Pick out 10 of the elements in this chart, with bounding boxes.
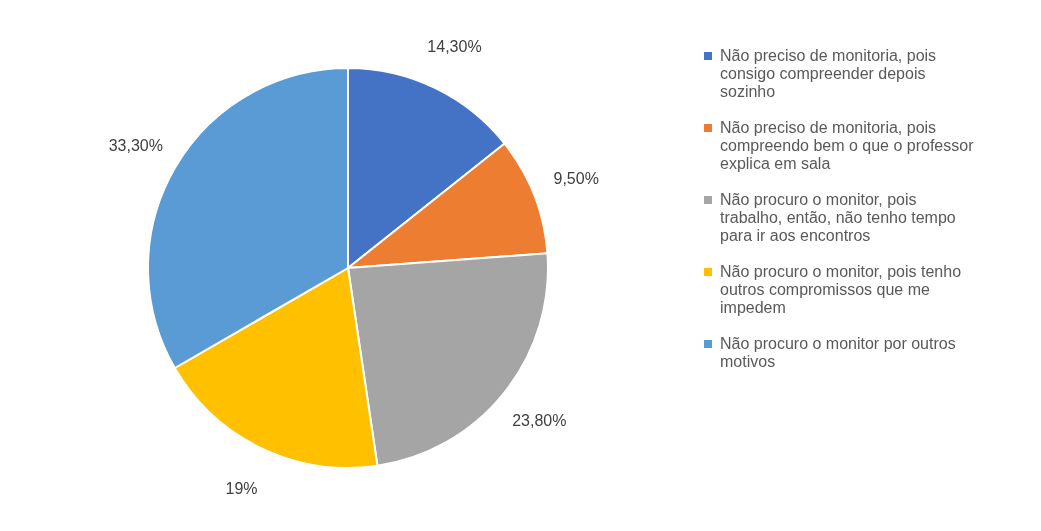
data-label: 9,50%	[553, 169, 599, 187]
legend-label: Não procuro o monitor, pois trabalho, então, não tenho tempo para ir aos encontros	[720, 191, 956, 244]
data-label: 33,30%	[108, 136, 163, 154]
legend-label: Não preciso de monitoria, pois compreendo bem o que o professor explica em sala	[720, 119, 975, 172]
data-label: 14,30%	[427, 38, 482, 56]
legend-label: Não procuro o monitor por outros motivos	[720, 335, 956, 370]
data-label: 19%	[225, 479, 258, 497]
legend-label: Não preciso de monitoria, pois consigo compreender depois sozinho	[720, 47, 937, 100]
legend-label: Não procuro o monitor, pois tenho outros compromissos que me impedem	[720, 263, 962, 316]
data-label: 23,80%	[512, 412, 567, 430]
